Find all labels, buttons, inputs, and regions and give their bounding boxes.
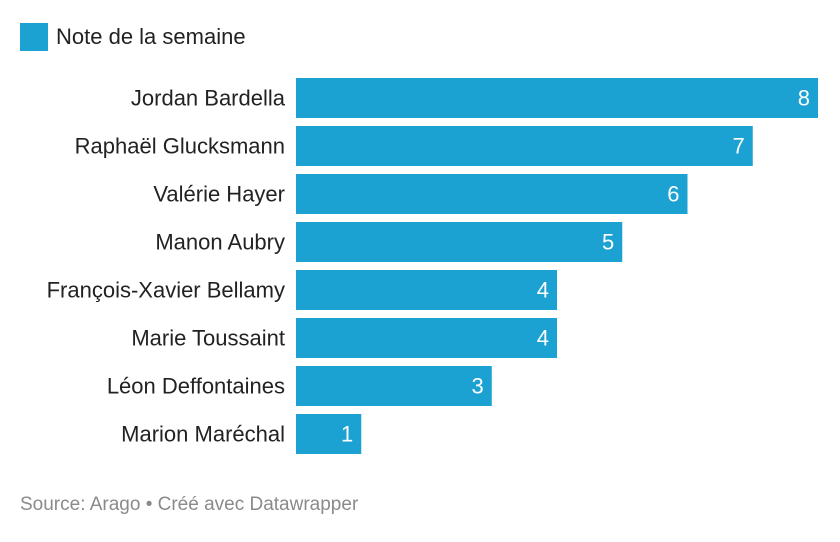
- category-label: Raphaël Glucksmann: [75, 134, 285, 159]
- category-label: François-Xavier Bellamy: [47, 278, 285, 303]
- bar: [296, 366, 492, 406]
- bar-chart: Jordan Bardella 8 Raphaël Glucksmann 7 Valér…: [47, 78, 818, 454]
- legend: Note de la semaine: [20, 22, 246, 52]
- category-label: Marie Toussaint: [131, 326, 285, 351]
- bar-value-label: 7: [733, 134, 745, 159]
- bar-value-label: 4: [537, 278, 549, 303]
- bar-value-label: 4: [537, 326, 549, 351]
- category-label: Jordan Bardella: [131, 86, 286, 111]
- bar-value-label: 1: [341, 422, 353, 447]
- category-label: Valérie Hayer: [153, 182, 285, 207]
- bar-value-label: 3: [472, 374, 484, 399]
- legend-label: Note de la semaine: [56, 24, 246, 49]
- category-label: Marion Maréchal: [121, 422, 285, 447]
- bar-value-label: 8: [798, 86, 810, 111]
- bar: [296, 318, 557, 358]
- bar: [296, 270, 557, 310]
- bar: [296, 174, 688, 214]
- bar: [296, 222, 623, 262]
- bar: [296, 78, 818, 118]
- category-label: Léon Deffontaines: [107, 374, 285, 399]
- bar-value-label: 6: [667, 182, 679, 207]
- bar: [296, 414, 362, 454]
- source-footer: Source: Arago • Créé avec Datawrapper: [20, 494, 359, 515]
- bar: [296, 126, 753, 166]
- category-label: Manon Aubry: [155, 230, 285, 255]
- bar-value-label: 5: [602, 230, 614, 255]
- legend-swatch: [20, 23, 48, 51]
